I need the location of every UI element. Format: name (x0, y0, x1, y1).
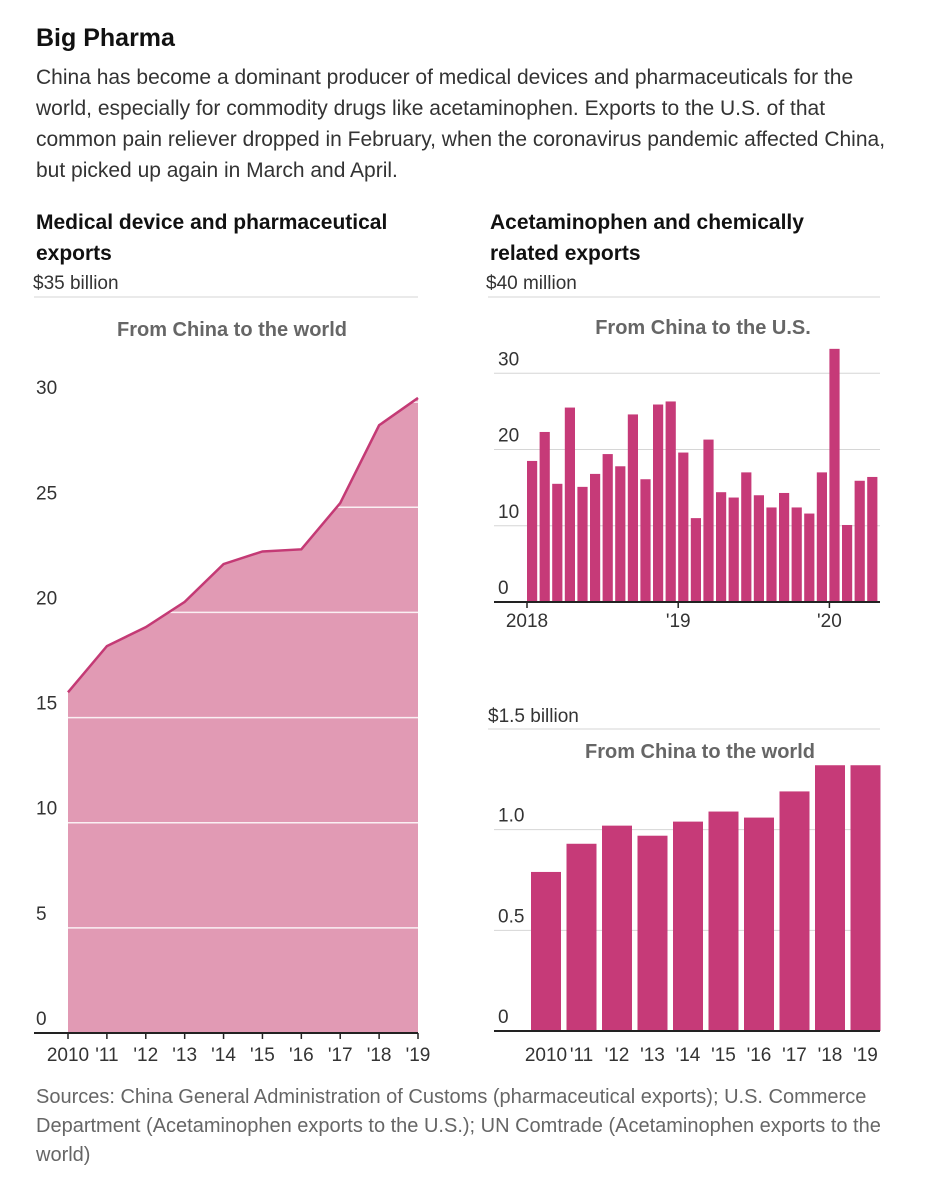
monthly-bar (527, 460, 538, 602)
left-x-tick-label: '18 (367, 1045, 392, 1066)
annual-bar (673, 821, 703, 1031)
right-bottom-x-tick-label: '12 (605, 1045, 630, 1066)
annual-bar (566, 843, 597, 1031)
monthly-bar (829, 348, 840, 602)
left-x-tick-label: '19 (406, 1045, 431, 1066)
right-bottom-x-tick-label: '14 (676, 1045, 701, 1066)
right-bottom-x-tick-label: '17 (782, 1045, 807, 1066)
right-top-x-tick-label: '20 (817, 611, 842, 632)
annual-bar (744, 817, 774, 1031)
right-top-y-tick-label: 20 (498, 426, 519, 447)
left-x-tick-label: 2010 (47, 1045, 89, 1066)
right-top-x-tick-label: '19 (666, 611, 691, 632)
page-title: Big Pharma (36, 24, 175, 52)
monthly-bar (539, 431, 550, 602)
monthly-bar (854, 480, 865, 602)
monthly-bar (564, 407, 575, 602)
monthly-bar (703, 439, 714, 602)
monthly-bar (640, 479, 651, 602)
monthly-bar (590, 473, 601, 602)
monthly-bar (867, 476, 878, 602)
monthly-bar (602, 454, 613, 602)
right-top-unit-label: $40 million (486, 273, 577, 294)
right-bottom-x-tick-label: '15 (711, 1045, 736, 1066)
annual-bar (850, 765, 881, 1031)
left-y-tick-label: 20 (36, 588, 57, 609)
annual-bar (815, 765, 845, 1031)
monthly-bar (690, 518, 701, 602)
left-unit-label: $35 billion (33, 273, 119, 294)
annual-bar (531, 871, 561, 1031)
right-bottom-x-tick-label: '11 (570, 1045, 593, 1066)
left-x-tick-label: '13 (172, 1045, 197, 1066)
right-top-y-tick-label: 30 (498, 349, 519, 370)
left-y-tick-label: 5 (36, 904, 47, 925)
annual-bar (602, 825, 632, 1031)
right-bottom-panel-title: From China to the world (585, 741, 815, 763)
left-panel-title: From China to the world (117, 319, 347, 341)
monthly-bar (779, 492, 790, 602)
monthly-bar (665, 401, 676, 602)
annual-bar (637, 835, 668, 1031)
right-top-y-tick-label: 0 (498, 578, 509, 599)
monthly-bar (577, 486, 588, 602)
left-y-tick-label: 15 (36, 694, 57, 715)
annual-bar (708, 811, 739, 1031)
monthly-bar (615, 466, 626, 602)
monthly-bar (753, 495, 764, 602)
monthly-bar (791, 507, 802, 602)
right-bottom-y-tick-label: 0 (498, 1007, 509, 1028)
left-y-tick-label: 0 (36, 1009, 47, 1030)
monthly-bar (804, 513, 815, 602)
area-line (67, 396, 419, 694)
area-fill (68, 397, 418, 1033)
right-bottom-x-tick-label: '19 (853, 1045, 878, 1066)
right-bottom-y-tick-label: 1.0 (498, 806, 524, 827)
right-top-y-tick-label: 10 (498, 502, 519, 523)
annual-bar (779, 791, 810, 1031)
monthly-bar (741, 472, 752, 602)
sources-note: Sources: China General Administration of… (36, 1086, 881, 1166)
page-subtitle: China has become a dominant producer of … (36, 66, 886, 182)
right-top-x-tick-label: 2018 (506, 611, 548, 632)
left-x-tick-label: '12 (133, 1045, 158, 1066)
right-bottom-y-tick-label: 0.5 (498, 906, 524, 927)
left-x-tick-label: '11 (95, 1045, 118, 1066)
right-top-panel-title: From China to the U.S. (595, 317, 811, 339)
monthly-bar (627, 414, 638, 602)
right-bottom-unit-label: $1.5 billion (488, 706, 579, 727)
monthly-bar (653, 404, 664, 602)
monthly-bar (766, 507, 777, 602)
left-x-tick-label: '17 (328, 1045, 353, 1066)
right-bottom-x-tick-label: '16 (747, 1045, 772, 1066)
monthly-bar (816, 472, 827, 602)
left-y-tick-label: 30 (36, 378, 57, 399)
left-y-tick-label: 25 (36, 483, 57, 504)
monthly-bar (678, 452, 689, 602)
left-chart-heading: Medical device and pharmaceutical export… (36, 211, 388, 265)
monthly-bar (728, 497, 739, 602)
monthly-bar (716, 492, 727, 602)
monthly-bar (552, 483, 563, 602)
right-bottom-x-tick-label: '18 (818, 1045, 843, 1066)
right-bottom-x-tick-label: 2010 (525, 1045, 567, 1066)
monthly-bar (842, 524, 853, 602)
left-x-tick-label: '16 (289, 1045, 314, 1066)
right-bottom-x-tick-label: '13 (640, 1045, 665, 1066)
left-x-tick-label: '15 (250, 1045, 275, 1066)
left-x-tick-label: '14 (211, 1045, 236, 1066)
right-chart-heading: Acetaminophen and chemically related exp… (490, 211, 804, 265)
left-y-tick-label: 10 (36, 799, 57, 820)
